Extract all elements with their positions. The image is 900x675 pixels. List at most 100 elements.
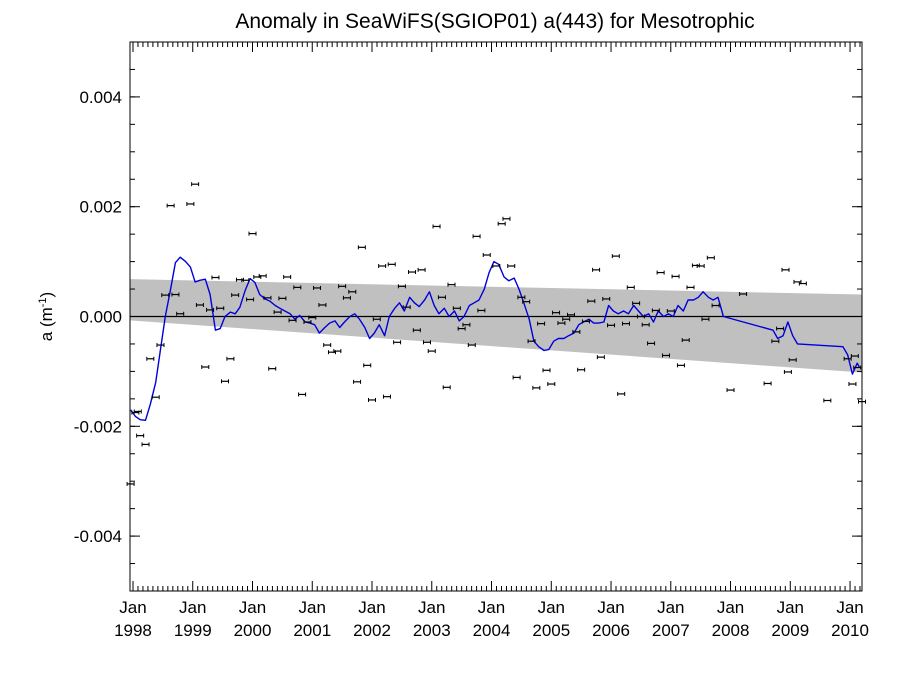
- data-point: [798, 281, 807, 286]
- data-point: [393, 340, 402, 345]
- x-tick-month-label: Jan: [478, 598, 505, 617]
- data-point: [492, 263, 501, 268]
- data-point: [532, 385, 541, 390]
- data-point: [783, 369, 792, 374]
- data-point: [368, 397, 377, 402]
- data-point: [457, 326, 466, 331]
- data-point: [303, 319, 312, 324]
- data-point: [726, 388, 735, 393]
- data-point: [512, 375, 521, 380]
- data-point: [422, 340, 431, 345]
- data-point: [342, 295, 351, 300]
- data-point: [771, 339, 780, 344]
- data-point: [527, 339, 536, 344]
- data-point: [577, 367, 586, 372]
- data-point: [611, 254, 620, 259]
- confidence-band: [130, 279, 862, 373]
- data-point: [596, 355, 605, 360]
- x-tick-month-label: Jan: [538, 598, 565, 617]
- data-point: [626, 285, 635, 290]
- x-tick-month-label: Jan: [657, 598, 684, 617]
- data-point: [632, 301, 641, 306]
- data-point: [447, 282, 456, 287]
- data-point: [206, 307, 215, 312]
- data-point: [226, 356, 235, 361]
- data-point: [739, 291, 748, 296]
- x-tick-year-label: 2000: [234, 621, 272, 640]
- data-point: [701, 317, 710, 322]
- data-point: [136, 433, 145, 438]
- data-point: [788, 357, 797, 362]
- data-point: [482, 253, 491, 258]
- data-point: [268, 366, 277, 371]
- data-point: [246, 297, 255, 302]
- x-tick-month-label: Jan: [299, 598, 326, 617]
- x-tick-year-label: 2004: [473, 621, 511, 640]
- data-point: [671, 274, 680, 279]
- data-point: [283, 274, 292, 279]
- data-point: [437, 295, 446, 300]
- data-point: [195, 302, 204, 307]
- x-tick-month-label: Jan: [119, 598, 146, 617]
- data-point: [502, 216, 511, 221]
- data-point: [221, 379, 230, 384]
- data-point: [263, 295, 272, 300]
- x-tick-year-label: 2003: [413, 621, 451, 640]
- data-point: [176, 311, 185, 316]
- x-tick-month-label: Jan: [597, 598, 624, 617]
- x-tick-year-label: 1999: [174, 621, 212, 640]
- data-point: [216, 306, 225, 311]
- data-point: [258, 273, 267, 278]
- y-axis-label: a (m-1): [37, 292, 56, 341]
- data-point: [636, 314, 645, 319]
- data-point: [853, 365, 862, 370]
- y-tick-label: 0.004: [79, 88, 122, 107]
- data-point: [427, 349, 436, 354]
- x-tick-year-label: 2006: [592, 621, 630, 640]
- data-point: [462, 322, 471, 327]
- data-point: [442, 385, 451, 390]
- data-point: [318, 302, 327, 307]
- data-point: [248, 231, 257, 236]
- data-point: [338, 284, 347, 289]
- data-point: [452, 306, 461, 311]
- y-tick-label: 0.002: [79, 198, 122, 217]
- x-tick-year-label: 2010: [831, 621, 869, 640]
- data-point: [133, 409, 142, 414]
- data-point: [621, 321, 630, 326]
- data-point: [186, 201, 195, 206]
- data-point: [241, 278, 250, 283]
- y-tick-label: -0.002: [74, 417, 122, 436]
- data-point: [522, 299, 531, 304]
- points-layer: [126, 182, 866, 486]
- data-point: [378, 263, 387, 268]
- data-point: [776, 326, 785, 331]
- data-point: [641, 322, 650, 327]
- y-tick-label: 0.000: [79, 308, 122, 327]
- data-point: [537, 321, 546, 326]
- x-tick-month-label: Jan: [717, 598, 744, 617]
- data-point: [602, 296, 611, 301]
- data-point: [126, 481, 135, 486]
- data-point: [323, 343, 332, 348]
- data-point: [542, 368, 551, 373]
- data-point: [572, 329, 581, 334]
- y-axis: 0.004 0.002 0.000 -0.002 -0.004: [74, 41, 862, 592]
- data-point: [507, 263, 516, 268]
- data-point: [166, 203, 175, 208]
- data-point: [313, 285, 322, 290]
- data-point: [557, 321, 566, 326]
- data-point: [382, 394, 391, 399]
- smooth-line-layer: [130, 256, 861, 421]
- data-point: [293, 285, 302, 290]
- data-point: [848, 382, 857, 387]
- data-point: [617, 391, 626, 396]
- data-point: [363, 363, 372, 368]
- data-point: [647, 341, 656, 346]
- data-point: [711, 303, 720, 308]
- x-tick-year-label: 2002: [353, 621, 391, 640]
- data-point: [333, 349, 342, 354]
- smooth-line: [130, 256, 861, 421]
- data-point: [146, 356, 155, 361]
